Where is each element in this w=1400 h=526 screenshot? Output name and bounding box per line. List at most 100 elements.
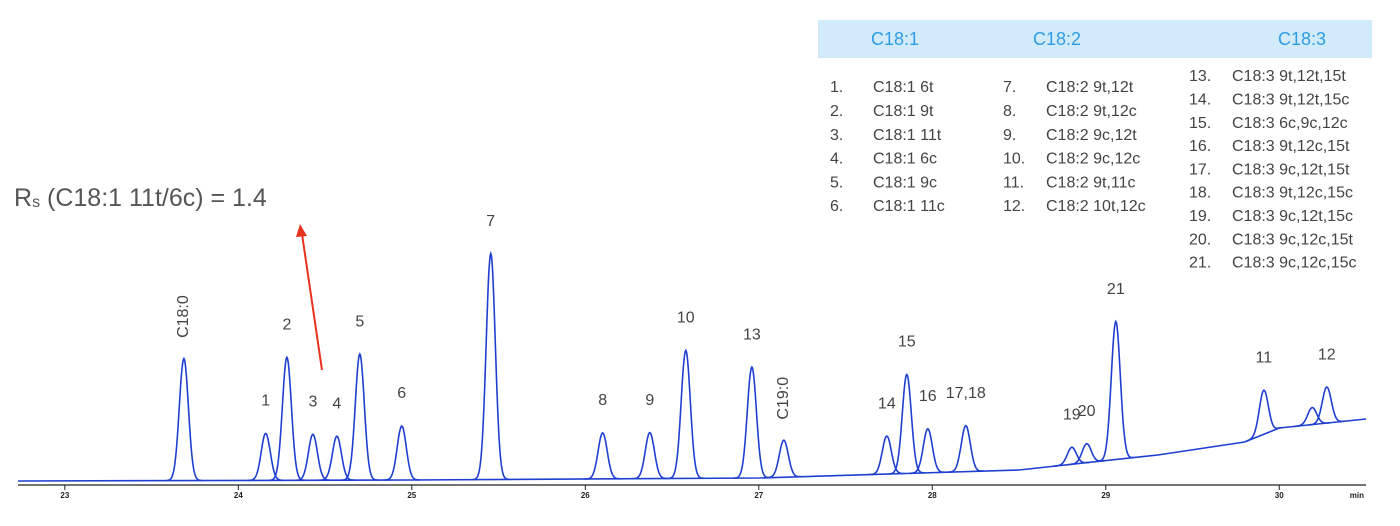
legend-name: C18:3 6c,9c,12c <box>1232 115 1348 132</box>
legend-number: 7. <box>1003 79 1016 96</box>
peak-label: 3 <box>308 393 317 410</box>
peak-label: 4 <box>332 395 341 412</box>
legend-number: 10. <box>1003 151 1025 168</box>
peak-label: 20 <box>1078 403 1096 420</box>
legend-name: C18:1 6c <box>873 151 937 168</box>
peak <box>294 433 331 482</box>
x-tick-label: 25 <box>407 491 416 500</box>
legend-header: C18:2 <box>1033 29 1081 49</box>
peak <box>1294 406 1331 428</box>
peak <box>947 424 984 473</box>
legend-name: C18:3 9t,12t,15c <box>1232 92 1349 109</box>
peak <box>631 431 668 480</box>
legend-name: C18:2 9t,12c <box>1046 103 1137 120</box>
legend-number: 20. <box>1189 231 1211 248</box>
legend-name: C18:3 9c,12t,15c <box>1232 208 1353 225</box>
annotation-arrowhead <box>296 224 307 237</box>
legend-name: C18:3 9c,12t,15t <box>1232 161 1350 178</box>
peak-label: 5 <box>355 313 364 330</box>
peak <box>318 435 355 481</box>
peak-label: 17,18 <box>946 385 986 402</box>
annotation: Rs (C18:1 11t/6c) = 1.4 <box>14 184 267 212</box>
peak-label: 6 <box>397 385 406 402</box>
peak <box>909 427 946 475</box>
annotation-subscript: s <box>32 194 40 211</box>
annotation-text: (C18:1 11t/6c) = 1.4 <box>40 184 267 212</box>
x-tick-label: 26 <box>581 491 590 500</box>
peak <box>733 365 770 479</box>
legend-name: C18:3 9c,12c,15c <box>1232 255 1357 272</box>
legend-name: C18:1 9t <box>873 103 934 120</box>
legend-number: 9. <box>1003 127 1016 144</box>
peak <box>472 250 509 481</box>
x-tick-label: 30 <box>1275 491 1284 500</box>
peak-label: C19:0 <box>775 377 792 420</box>
peak <box>341 352 378 481</box>
legend-name: C18:1 11c <box>873 198 945 215</box>
peak-label: 7 <box>486 213 495 230</box>
legend-number: 15. <box>1189 115 1211 132</box>
legend-number: 21. <box>1189 255 1211 272</box>
legend-name: C18:2 9t,11c <box>1046 174 1136 191</box>
legend-number: 2. <box>830 103 843 120</box>
x-tick-label: 23 <box>60 491 69 500</box>
legend-number: 16. <box>1189 138 1211 155</box>
peak-label: 10 <box>677 310 695 327</box>
peak <box>268 355 305 482</box>
peak <box>1245 389 1283 443</box>
peak <box>868 435 905 476</box>
legend-name: C18:3 9c,12c,15t <box>1232 231 1354 248</box>
legend-name: C18:1 6t <box>873 79 934 96</box>
legend-name: C18:3 9t,12t,15t <box>1232 68 1346 85</box>
peak-label: 16 <box>919 388 937 405</box>
peak-label: 11 <box>1256 349 1273 366</box>
peak-label: 15 <box>898 334 916 351</box>
legend-name: C18:1 9c <box>873 174 937 191</box>
legend-name: C18:2 9c,12t <box>1046 127 1137 144</box>
legend-number: 6. <box>830 198 843 215</box>
peak-label: 13 <box>743 326 761 343</box>
peak <box>765 439 802 479</box>
peak <box>1053 446 1090 467</box>
peak-label: 9 <box>645 392 654 409</box>
peak <box>584 431 621 480</box>
legend-name: C18:2 9c,12c <box>1046 151 1140 168</box>
legend-number: 14. <box>1189 92 1211 109</box>
peak-label: 14 <box>878 395 896 412</box>
legend-number: 19. <box>1189 208 1211 225</box>
peak-label: 12 <box>1318 346 1336 363</box>
peak-label: 2 <box>282 317 291 334</box>
peak-label: 8 <box>598 392 607 409</box>
legend-number: 11. <box>1003 174 1024 191</box>
legend-number: 13. <box>1189 68 1211 85</box>
legend-name: C18:2 9t,12t <box>1046 79 1134 96</box>
peak <box>667 348 704 480</box>
peak <box>165 356 202 482</box>
legend-number: 5. <box>830 174 843 191</box>
legend-number: 17. <box>1189 161 1211 178</box>
legend-number: 8. <box>1003 103 1016 120</box>
peak-label: 19 <box>1063 407 1081 424</box>
legend-number: 1. <box>830 79 843 96</box>
annotation-arrow <box>301 233 323 371</box>
legend-name: C18:3 9t,12c,15t <box>1232 138 1350 155</box>
peak-label: C18:0 <box>175 295 192 338</box>
legend-number: 4. <box>830 151 843 168</box>
annotation-symbol: R <box>14 184 32 212</box>
legend-number: 18. <box>1189 185 1211 202</box>
x-unit: min <box>1350 491 1364 500</box>
peak <box>888 373 925 475</box>
peak <box>1097 319 1135 463</box>
legend-header: C18:3 <box>1278 29 1326 49</box>
legend-number: 12. <box>1003 198 1025 215</box>
x-tick-label: 24 <box>234 491 243 500</box>
peak <box>1308 386 1345 426</box>
x-tick-label: 27 <box>754 491 763 500</box>
legend-name: C18:3 9t,12c,15c <box>1232 185 1353 202</box>
x-tick-label: 28 <box>928 491 937 500</box>
peak-label: 21 <box>1107 281 1125 298</box>
legend-header-bar <box>818 20 1372 58</box>
legend-number: 3. <box>830 127 843 144</box>
